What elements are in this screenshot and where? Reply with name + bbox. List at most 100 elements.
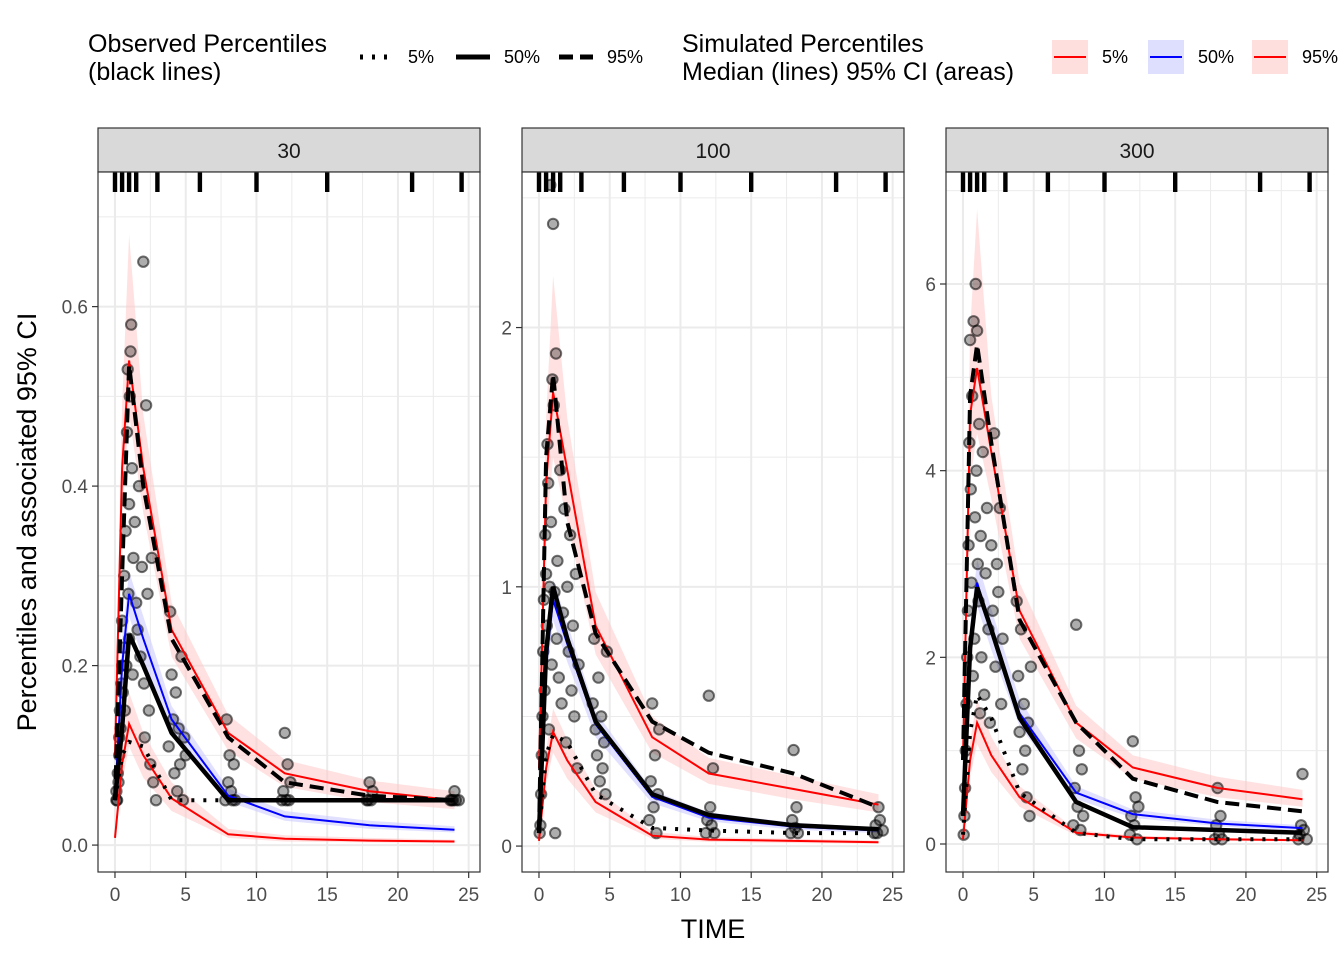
bin-boundary-rug <box>112 172 464 192</box>
observed-point <box>1214 809 1227 823</box>
panel-grid <box>522 172 904 872</box>
x-tick-label: 15 <box>1165 885 1186 906</box>
observed-point <box>568 710 581 723</box>
observed-point <box>979 567 992 580</box>
bin-boundary-marker <box>960 172 966 192</box>
observed-point <box>169 686 183 699</box>
x-tick-label: 25 <box>458 885 479 906</box>
x-tick-label: 5 <box>1028 885 1039 906</box>
observed-point <box>970 324 984 337</box>
observed-line-p50 <box>112 633 455 803</box>
observed-point <box>976 445 989 459</box>
observed-point <box>708 826 721 840</box>
observed-point <box>138 731 151 744</box>
observed-point <box>162 740 175 753</box>
bin-boundary-marker <box>134 172 139 192</box>
legend-simulated-title-line1: Simulated Percentiles <box>682 30 924 58</box>
bin-boundary-marker <box>558 172 563 192</box>
observed-point <box>559 736 573 749</box>
facet-strip-label: 30 <box>277 140 300 163</box>
observed-line-p95 <box>537 374 880 834</box>
bin-boundary-marker <box>621 172 627 192</box>
observed-point <box>980 501 994 515</box>
bin-boundary-marker <box>536 172 542 192</box>
y-tick-label: 0.6 <box>62 298 88 319</box>
facet-panel-300: 300 0 2 4 6 0 5 10 15 20 25 <box>925 127 1329 906</box>
bin-boundary-marker <box>833 172 839 192</box>
observed-point <box>975 651 988 664</box>
observed-point <box>561 580 574 593</box>
observed-point <box>790 801 803 814</box>
observed-point <box>706 762 720 775</box>
observed-point <box>1075 763 1089 776</box>
legend-observed-title-line1: Observed Percentiles <box>88 30 327 58</box>
y-tick-label: 0.2 <box>62 657 88 678</box>
bin-boundary-marker <box>126 172 132 192</box>
observed-point <box>278 726 291 740</box>
observed-point <box>281 758 294 771</box>
panel-content <box>957 209 1314 846</box>
panel-border <box>945 171 1329 873</box>
y-tick-label: 6 <box>925 275 936 296</box>
legend-observed-title-line2: (black lines) <box>88 58 221 86</box>
panel-border <box>97 171 481 873</box>
observed-point <box>644 775 657 788</box>
observed-point <box>974 529 987 543</box>
bin-boundary-marker <box>749 172 754 192</box>
observed-point <box>149 794 163 807</box>
legend-observed-key-label: 5% <box>408 47 434 67</box>
bin-boundary-marker <box>197 172 203 192</box>
x-tick-label: 15 <box>741 885 762 906</box>
observed-point <box>147 776 160 789</box>
x-tick-label: 20 <box>387 885 408 906</box>
bin-boundary-rug <box>960 172 1312 192</box>
observed-line-p50 <box>960 586 1303 836</box>
facet-panel-30: 30 0.0 0.2 0.4 0.6 0 5 10 15 20 25 <box>62 127 481 906</box>
facet-strip-label: 100 <box>695 140 730 163</box>
observed-point <box>168 767 181 780</box>
observed-point <box>973 707 987 720</box>
legend-observed-key-label: 95% <box>607 47 643 67</box>
observed-point <box>565 684 578 697</box>
observed-point <box>549 826 562 840</box>
bin-boundary-marker <box>325 172 330 192</box>
x-tick-label: 10 <box>1094 885 1115 906</box>
observed-point <box>995 697 1008 711</box>
panel-border <box>521 171 905 873</box>
x-tick-label: 10 <box>246 885 267 906</box>
x-tick-label: 10 <box>670 885 691 906</box>
observed-point <box>1018 744 1032 757</box>
legend-observed: Observed Percentiles (black lines) 5% 50%… <box>88 30 643 86</box>
observed-point <box>126 668 139 681</box>
observed-point <box>137 255 150 268</box>
observed-point <box>128 515 142 529</box>
y-tick-label: 2 <box>925 648 936 669</box>
y-tick-label: 2 <box>501 319 512 340</box>
x-tick-label: 0 <box>110 885 121 906</box>
observed-point <box>990 557 1004 571</box>
x-tick-label: 20 <box>1235 885 1256 906</box>
observed-point <box>552 671 565 684</box>
observed-point <box>227 758 241 771</box>
bin-boundary-marker <box>678 172 683 192</box>
bin-boundary-marker <box>1102 172 1107 192</box>
x-tick-label: 15 <box>317 885 338 906</box>
bin-boundary-marker <box>1045 172 1051 192</box>
observed-point <box>978 688 991 701</box>
observed-point <box>1300 833 1314 846</box>
observed-line-p5 <box>113 739 455 803</box>
observed-point <box>787 743 800 757</box>
legend-simulated-key-label: 5% <box>1102 47 1128 67</box>
y-tick-label: 1 <box>501 578 512 599</box>
x-axis-title: TIME <box>681 914 746 944</box>
observed-point <box>992 585 1005 599</box>
observed-point <box>555 697 568 710</box>
x-tick-label: 5 <box>604 885 615 906</box>
bin-boundary-marker <box>550 172 556 192</box>
observed-point <box>996 632 1009 645</box>
observed-point <box>702 689 715 702</box>
observed-point <box>545 658 558 671</box>
